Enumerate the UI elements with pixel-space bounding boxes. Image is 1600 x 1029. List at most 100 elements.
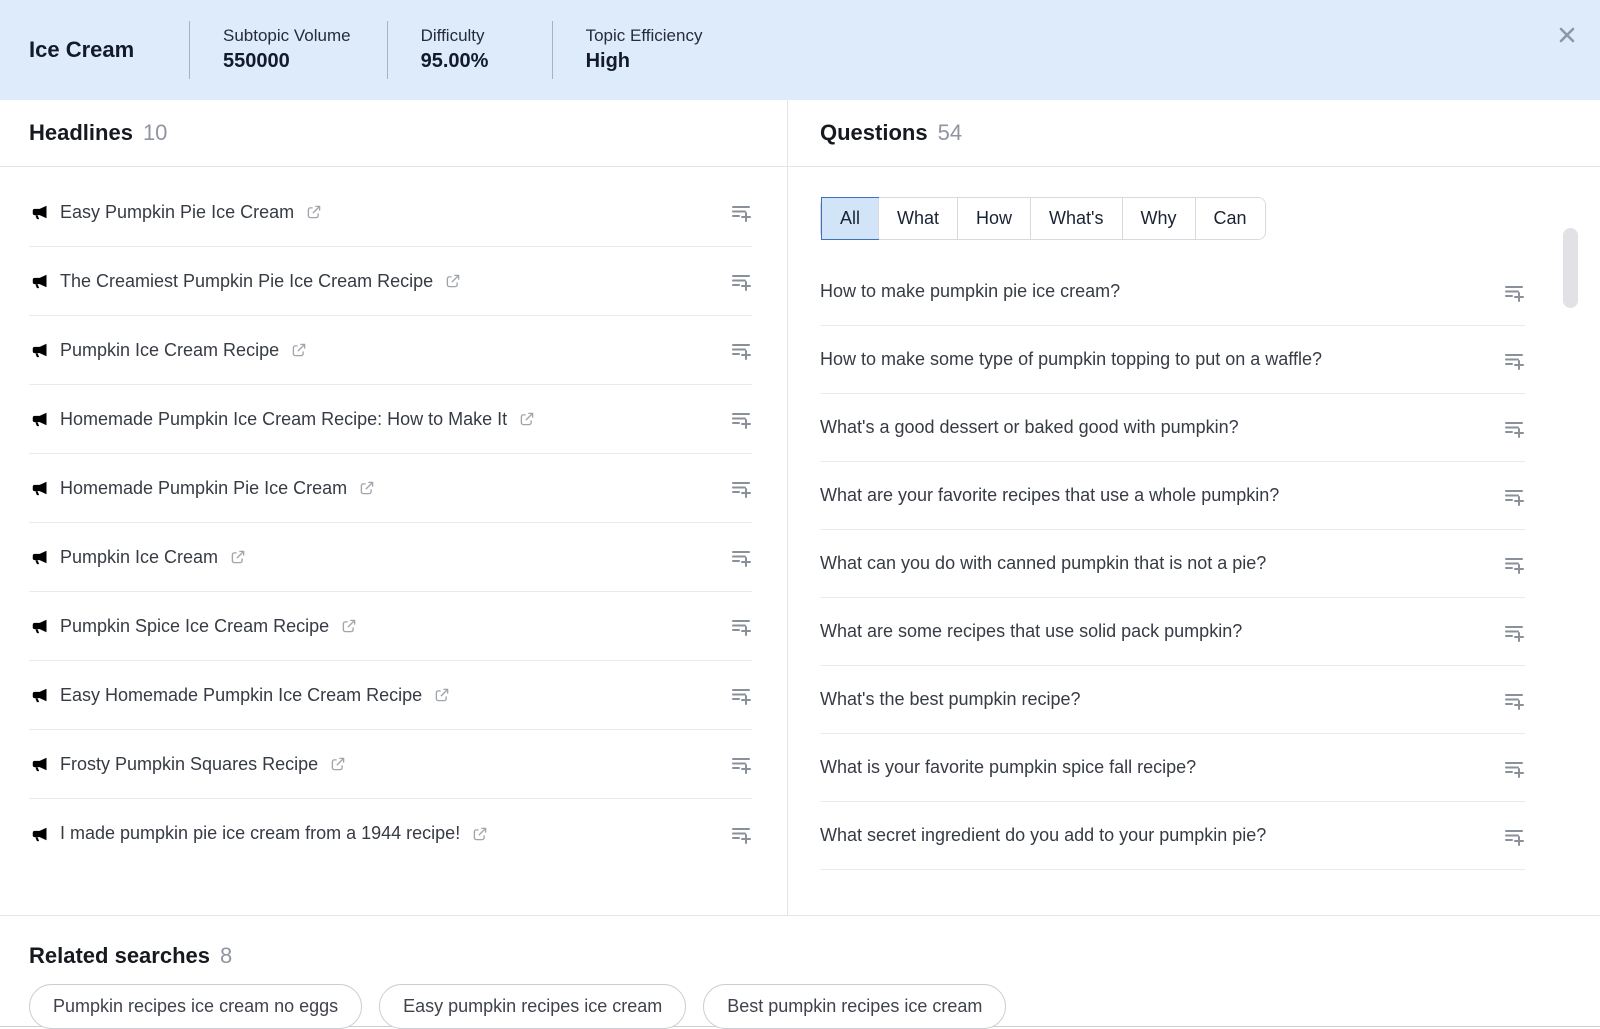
- related-search-pill[interactable]: Easy pumpkin recipes ice cream: [379, 984, 687, 1029]
- add-to-list-button[interactable]: [730, 753, 752, 775]
- add-to-list-icon: [1505, 285, 1524, 302]
- megaphone-icon: [29, 409, 49, 429]
- add-to-list-button[interactable]: [1503, 281, 1525, 303]
- add-to-list-icon: [732, 344, 751, 360]
- question-filter-tab[interactable]: What's: [1030, 198, 1122, 239]
- add-to-list-button[interactable]: [1503, 349, 1525, 371]
- question-filter-tab[interactable]: How: [957, 198, 1031, 239]
- external-link-icon[interactable]: [290, 341, 308, 359]
- question-text: How to make some type of pumpkin topping…: [820, 349, 1322, 369]
- add-to-list-icon: [732, 827, 751, 844]
- questions-count: 54: [937, 120, 963, 145]
- external-link-icon[interactable]: [305, 203, 323, 221]
- add-to-list-button[interactable]: [730, 615, 752, 637]
- headline-text: Frosty Pumpkin Squares Recipe: [60, 753, 319, 774]
- megaphone-icon: [29, 202, 49, 222]
- megaphone-icon: [29, 616, 49, 636]
- stat-value: 550000: [223, 50, 290, 73]
- tab-label: Why: [1140, 208, 1177, 228]
- add-to-list-icon: [732, 551, 751, 567]
- stat-topic-efficiency: Topic Efficiency High: [551, 20, 739, 80]
- headline-text: Homemade Pumpkin Ice Cream Recipe: How t…: [60, 408, 508, 429]
- external-link-icon[interactable]: [518, 410, 536, 428]
- megaphone-icon: [29, 547, 49, 567]
- stat-label: Subtopic Volume: [223, 25, 351, 45]
- questions-panel: Questions 54 All What How What's: [787, 100, 1600, 915]
- question-filter-tab[interactable]: Why: [1121, 198, 1195, 239]
- add-to-list-button[interactable]: [1503, 689, 1525, 711]
- related-searches-title: Related searches: [29, 943, 210, 968]
- tab-label: How: [976, 208, 1013, 228]
- stat-label: Topic Efficiency: [585, 25, 703, 45]
- questions-list: How to make pumpkin pie ice cream? How t…: [820, 258, 1525, 870]
- add-to-list-button[interactable]: [730, 477, 752, 499]
- tab-label: All: [840, 208, 861, 228]
- add-to-list-button[interactable]: [730, 270, 752, 292]
- add-to-list-button[interactable]: [730, 339, 752, 361]
- megaphone-icon: [29, 271, 49, 291]
- headline-text: Homemade Pumpkin Pie Ice Cream: [60, 477, 348, 498]
- add-to-list-button[interactable]: [1503, 553, 1525, 575]
- megaphone-icon: [29, 824, 49, 844]
- add-to-list-icon: [1505, 421, 1524, 438]
- question-row: What's a good dessert or baked good with…: [820, 394, 1525, 462]
- related-searches-header: Related searches 8: [29, 943, 1600, 969]
- headline-row: Homemade Pumpkin Ice Cream Recipe: How t…: [29, 385, 752, 454]
- add-to-list-icon: [1505, 353, 1524, 370]
- add-to-list-button[interactable]: [1503, 757, 1525, 779]
- close-button[interactable]: [1556, 24, 1578, 46]
- headline-row: Pumpkin Spice Ice Cream Recipe: [29, 592, 752, 661]
- stat-label: Difficulty: [420, 25, 485, 45]
- add-to-list-icon: [732, 758, 751, 774]
- question-text: What is your favorite pumpkin spice fall…: [820, 757, 1197, 777]
- headline-row: Pumpkin Ice Cream Recipe: [29, 316, 752, 385]
- external-link-icon[interactable]: [358, 479, 376, 497]
- headlines-header: Headlines 10: [0, 100, 787, 167]
- add-to-list-icon: [1505, 829, 1524, 846]
- external-link-icon[interactable]: [229, 548, 247, 566]
- headline-row: Frosty Pumpkin Squares Recipe: [29, 730, 752, 799]
- add-to-list-button[interactable]: [730, 546, 752, 568]
- add-to-list-button[interactable]: [730, 823, 752, 845]
- related-search-pill[interactable]: Best pumpkin recipes ice cream: [703, 984, 1007, 1029]
- question-row: How to make some type of pumpkin topping…: [820, 326, 1525, 394]
- add-to-list-icon: [1505, 489, 1524, 506]
- add-to-list-button[interactable]: [730, 408, 752, 430]
- add-to-list-button[interactable]: [1503, 485, 1525, 507]
- question-text: What's a good dessert or baked good with…: [820, 417, 1239, 437]
- add-to-list-button[interactable]: [730, 684, 752, 706]
- external-link-icon[interactable]: [329, 755, 347, 773]
- add-to-list-icon: [732, 689, 751, 705]
- related-searches-pills: Pumpkin recipes ice cream no eggs Easy p…: [29, 984, 1600, 1029]
- related-searches-count: 8: [220, 943, 233, 968]
- megaphone-icon: [29, 340, 49, 360]
- megaphone-icon: [29, 685, 49, 705]
- megaphone-icon: [29, 478, 49, 498]
- add-to-list-icon: [1505, 557, 1524, 574]
- add-to-list-button[interactable]: [1503, 825, 1525, 847]
- external-link-icon[interactable]: [471, 825, 489, 843]
- question-row: What can you do with canned pumpkin that…: [820, 530, 1525, 598]
- headline-text: Pumpkin Ice Cream: [60, 546, 219, 567]
- related-search-pill[interactable]: Pumpkin recipes ice cream no eggs: [29, 984, 363, 1029]
- question-filter-tabs: All What How What's Why C: [820, 197, 1266, 240]
- external-link-icon[interactable]: [444, 272, 462, 290]
- external-link-icon[interactable]: [433, 686, 451, 704]
- add-to-list-icon: [732, 620, 751, 636]
- tab-label: What's: [1049, 208, 1104, 228]
- add-to-list-button[interactable]: [1503, 621, 1525, 643]
- add-to-list-icon: [732, 275, 751, 291]
- add-to-list-button[interactable]: [1503, 417, 1525, 439]
- questions-header: Questions 54: [788, 100, 1600, 167]
- headline-row: Pumpkin Ice Cream: [29, 523, 752, 592]
- question-filter-tab[interactable]: All: [821, 197, 880, 240]
- headlines-list: Easy Pumpkin Pie Ice Cream The Creamiest…: [29, 167, 752, 868]
- add-to-list-button[interactable]: [730, 201, 752, 223]
- question-filter-tab[interactable]: What: [878, 198, 958, 239]
- questions-scrollbar[interactable]: [1563, 228, 1578, 308]
- question-filter-tab[interactable]: Can: [1194, 198, 1265, 239]
- tab-label: What: [897, 208, 940, 228]
- question-row: What is your favorite pumpkin spice fall…: [820, 734, 1525, 802]
- external-link-icon[interactable]: [340, 617, 358, 635]
- headline-text: Pumpkin Ice Cream Recipe: [60, 339, 280, 360]
